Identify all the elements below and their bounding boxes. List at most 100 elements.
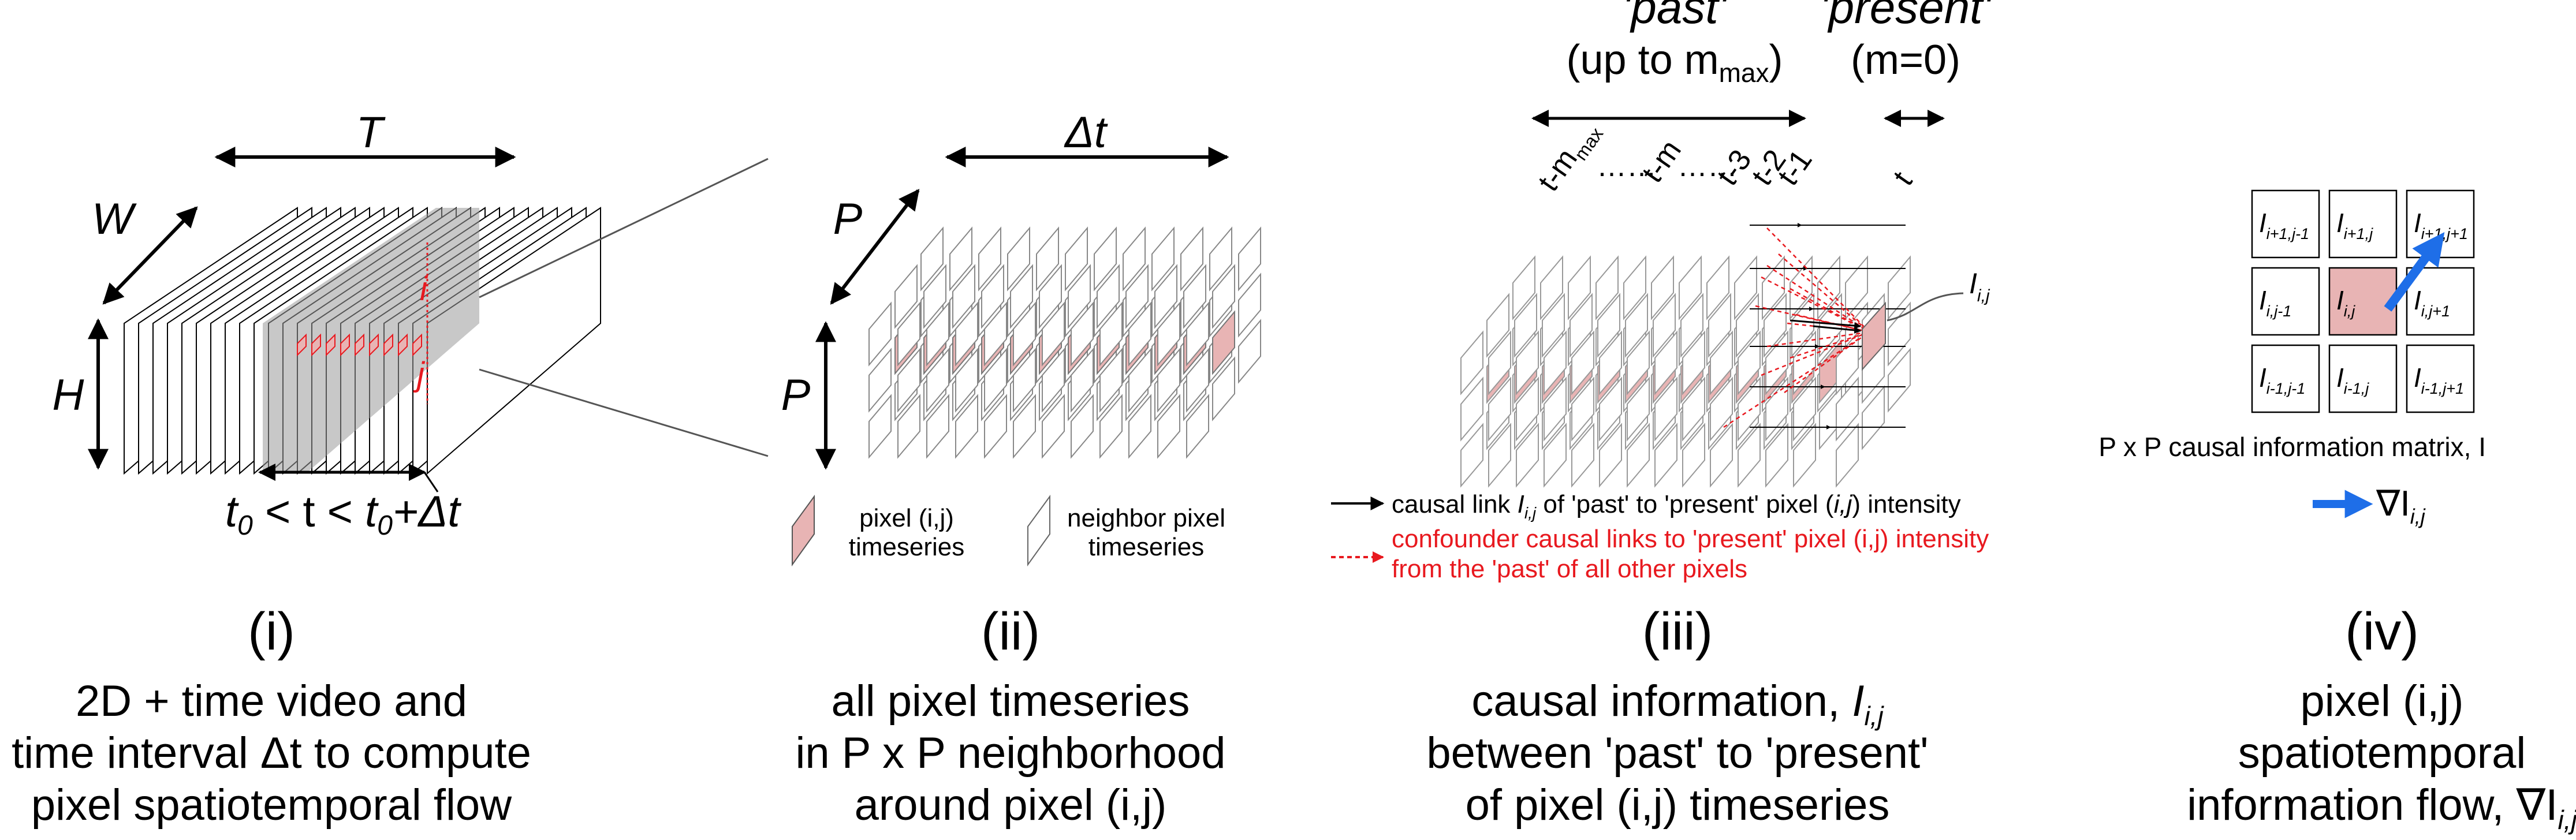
past-neighbor-sample xyxy=(1653,293,1676,358)
past-neighbor-sample xyxy=(1765,330,1788,395)
past-neighbor-sample xyxy=(1542,293,1565,358)
past-neighbor-sample xyxy=(1516,423,1539,488)
pixel-i-label: i xyxy=(420,270,428,308)
neighbor-pixel-sample xyxy=(926,394,949,459)
matrix-cell xyxy=(2251,267,2320,336)
past-neighbor-sample xyxy=(1571,376,1594,442)
confounder-link xyxy=(1790,330,1870,359)
past-neighbor-sample xyxy=(1512,255,1535,320)
neighbor-pixel-sample xyxy=(1065,226,1088,292)
present-neighbor-sample xyxy=(1888,348,1911,413)
neighbor-pixel-sample xyxy=(1071,348,1094,413)
confounder-link xyxy=(1766,264,1870,333)
panel-iii: Ii,j 'past' (up to mmax) 'present' (m=0)… xyxy=(1331,0,1993,830)
past-neighbor-sample xyxy=(1460,423,1483,488)
present-neighbor-sample xyxy=(1888,255,1911,320)
causal-link-to-present xyxy=(1813,325,1862,334)
legend-neighbor-line1: neighbor pixel xyxy=(1067,504,1225,532)
past-neighbor-sample xyxy=(1625,293,1648,358)
matrix-cell xyxy=(2251,344,2320,413)
past-neighbor-sample xyxy=(1488,330,1511,395)
matrix-cell-label: Ii+1,j+1 xyxy=(2414,208,2468,242)
past-neighbor-sample xyxy=(1544,423,1567,488)
panel-ii-caption-3: around pixel (i,j) xyxy=(855,781,1167,830)
neighbor-pixel-sample xyxy=(868,301,892,367)
neighbor-pixel-sample xyxy=(984,394,1007,459)
panel-i-caption-2: time interval Δt to compute xyxy=(12,729,531,778)
neighbor-pixel-sample xyxy=(952,264,975,329)
present-neighbor-sample xyxy=(1862,385,1885,450)
pixel-timeseries-red xyxy=(297,333,422,357)
video-frame xyxy=(427,207,601,475)
neighbor-pixel-sample xyxy=(955,394,978,459)
panel-ii-caption-2: in P x P neighborhood xyxy=(795,729,1225,778)
panel-ii-numeral: (ii) xyxy=(981,602,1040,661)
past-present-grid xyxy=(1460,255,1911,488)
neighbor-pixel-sample xyxy=(1007,226,1030,292)
neighbor-pixel-sample xyxy=(897,348,920,413)
past-neighbor-sample xyxy=(1736,293,1759,358)
neighbor-pixel-sample xyxy=(1186,348,1209,413)
panel-iii-caption-2: between 'past' to 'present' xyxy=(1426,729,1928,778)
causal-link-to-present xyxy=(1790,319,1862,330)
neighbor-pixel-sample xyxy=(1099,348,1123,413)
matrix-cell-label: Ii,j xyxy=(2336,285,2355,320)
past-neighbor-sample xyxy=(1708,293,1731,358)
past-sub-label: (up to mmax) xyxy=(1567,37,1783,88)
past-neighbor-sample xyxy=(1765,423,1788,488)
neighbor-pixel-sample xyxy=(1186,394,1209,459)
pixel-sample xyxy=(297,333,307,357)
panel-ii: Δt P P pixel (i,j) timeseries neighbor p… xyxy=(781,108,1261,830)
panel-ii-caption-1: all pixel timeseries xyxy=(832,677,1190,726)
neighbor-pixel-sample xyxy=(984,301,1007,367)
panel-iv-numeral: (iv) xyxy=(2345,602,2419,661)
matrix-cell-center xyxy=(2328,267,2398,336)
matrix-cell xyxy=(2406,267,2475,336)
neighbor-pixel-sample xyxy=(920,226,944,292)
past-neighbor-sample xyxy=(1486,293,1509,358)
past-neighbor-sample xyxy=(1516,376,1539,442)
neighbor-pixel-sample xyxy=(926,301,949,367)
panel-i-caption-3: pixel spatiotemporal flow xyxy=(31,781,512,830)
lag-t-1: t-1 xyxy=(1771,144,1818,192)
neighbor-pixel-sample xyxy=(1212,264,1235,329)
matrix-cell xyxy=(2406,344,2475,413)
past-neighbor-sample xyxy=(1654,423,1677,488)
legend-neighbor-swatch xyxy=(1027,494,1050,567)
confounder-link xyxy=(1766,227,1870,333)
time-interval-label: t0 < t < t0+Δt xyxy=(225,487,461,541)
past-neighbor-sample xyxy=(1597,293,1620,358)
lag-t: t xyxy=(1887,165,1919,192)
causal-information-matrix: Ii+1,j-1 Ii+1,j Ii+1,j+1 Ii,j-1 Ii,j Ii,j+1 Ii… xyxy=(2251,189,2475,413)
causal-link-arrows xyxy=(1723,223,1906,430)
neighbor-pixel-sample xyxy=(868,348,892,413)
matrix-cell xyxy=(2328,189,2398,259)
past-neighbor-sample xyxy=(1710,376,1733,442)
matrix-cell xyxy=(2328,344,2398,413)
pixel-sample xyxy=(369,333,379,357)
neighbor-pixel-sample xyxy=(1154,264,1177,329)
neighbor-pixel-sample xyxy=(1238,319,1261,384)
neighbor-pixel-sample xyxy=(923,264,946,329)
neighbor-pixel-sample xyxy=(897,394,920,459)
legend-neighbor-line2: timeseries xyxy=(1088,533,1205,561)
legend-pixel-swatch xyxy=(792,494,815,567)
neighbor-pixel-sample xyxy=(1209,226,1232,292)
P-diag-arrow xyxy=(830,189,920,305)
W-arrow xyxy=(102,206,198,305)
neighbor-pixel-sample xyxy=(1183,264,1206,329)
neighbor-pixel-sample xyxy=(926,348,949,413)
past-neighbor-sample xyxy=(1679,255,1702,320)
neighbor-pixel-sample xyxy=(1186,301,1209,367)
past-neighbor-sample xyxy=(1710,423,1733,488)
neighbor-pixel-sample xyxy=(1042,394,1065,459)
neighbor-pixel-sample xyxy=(1010,264,1033,329)
matrix-label: P x P causal information matrix, I xyxy=(2098,432,2486,462)
neighbor-pixel-sample xyxy=(1238,272,1261,338)
dim-T-label: T xyxy=(356,108,386,157)
neighbor-pixel-sample xyxy=(1039,264,1062,329)
past-neighbor-sample xyxy=(1738,330,1761,395)
matrix-cell-label: Ii-1,j+1 xyxy=(2414,363,2464,397)
panel-iv-caption-2: spatiotemporal xyxy=(2238,729,2526,778)
